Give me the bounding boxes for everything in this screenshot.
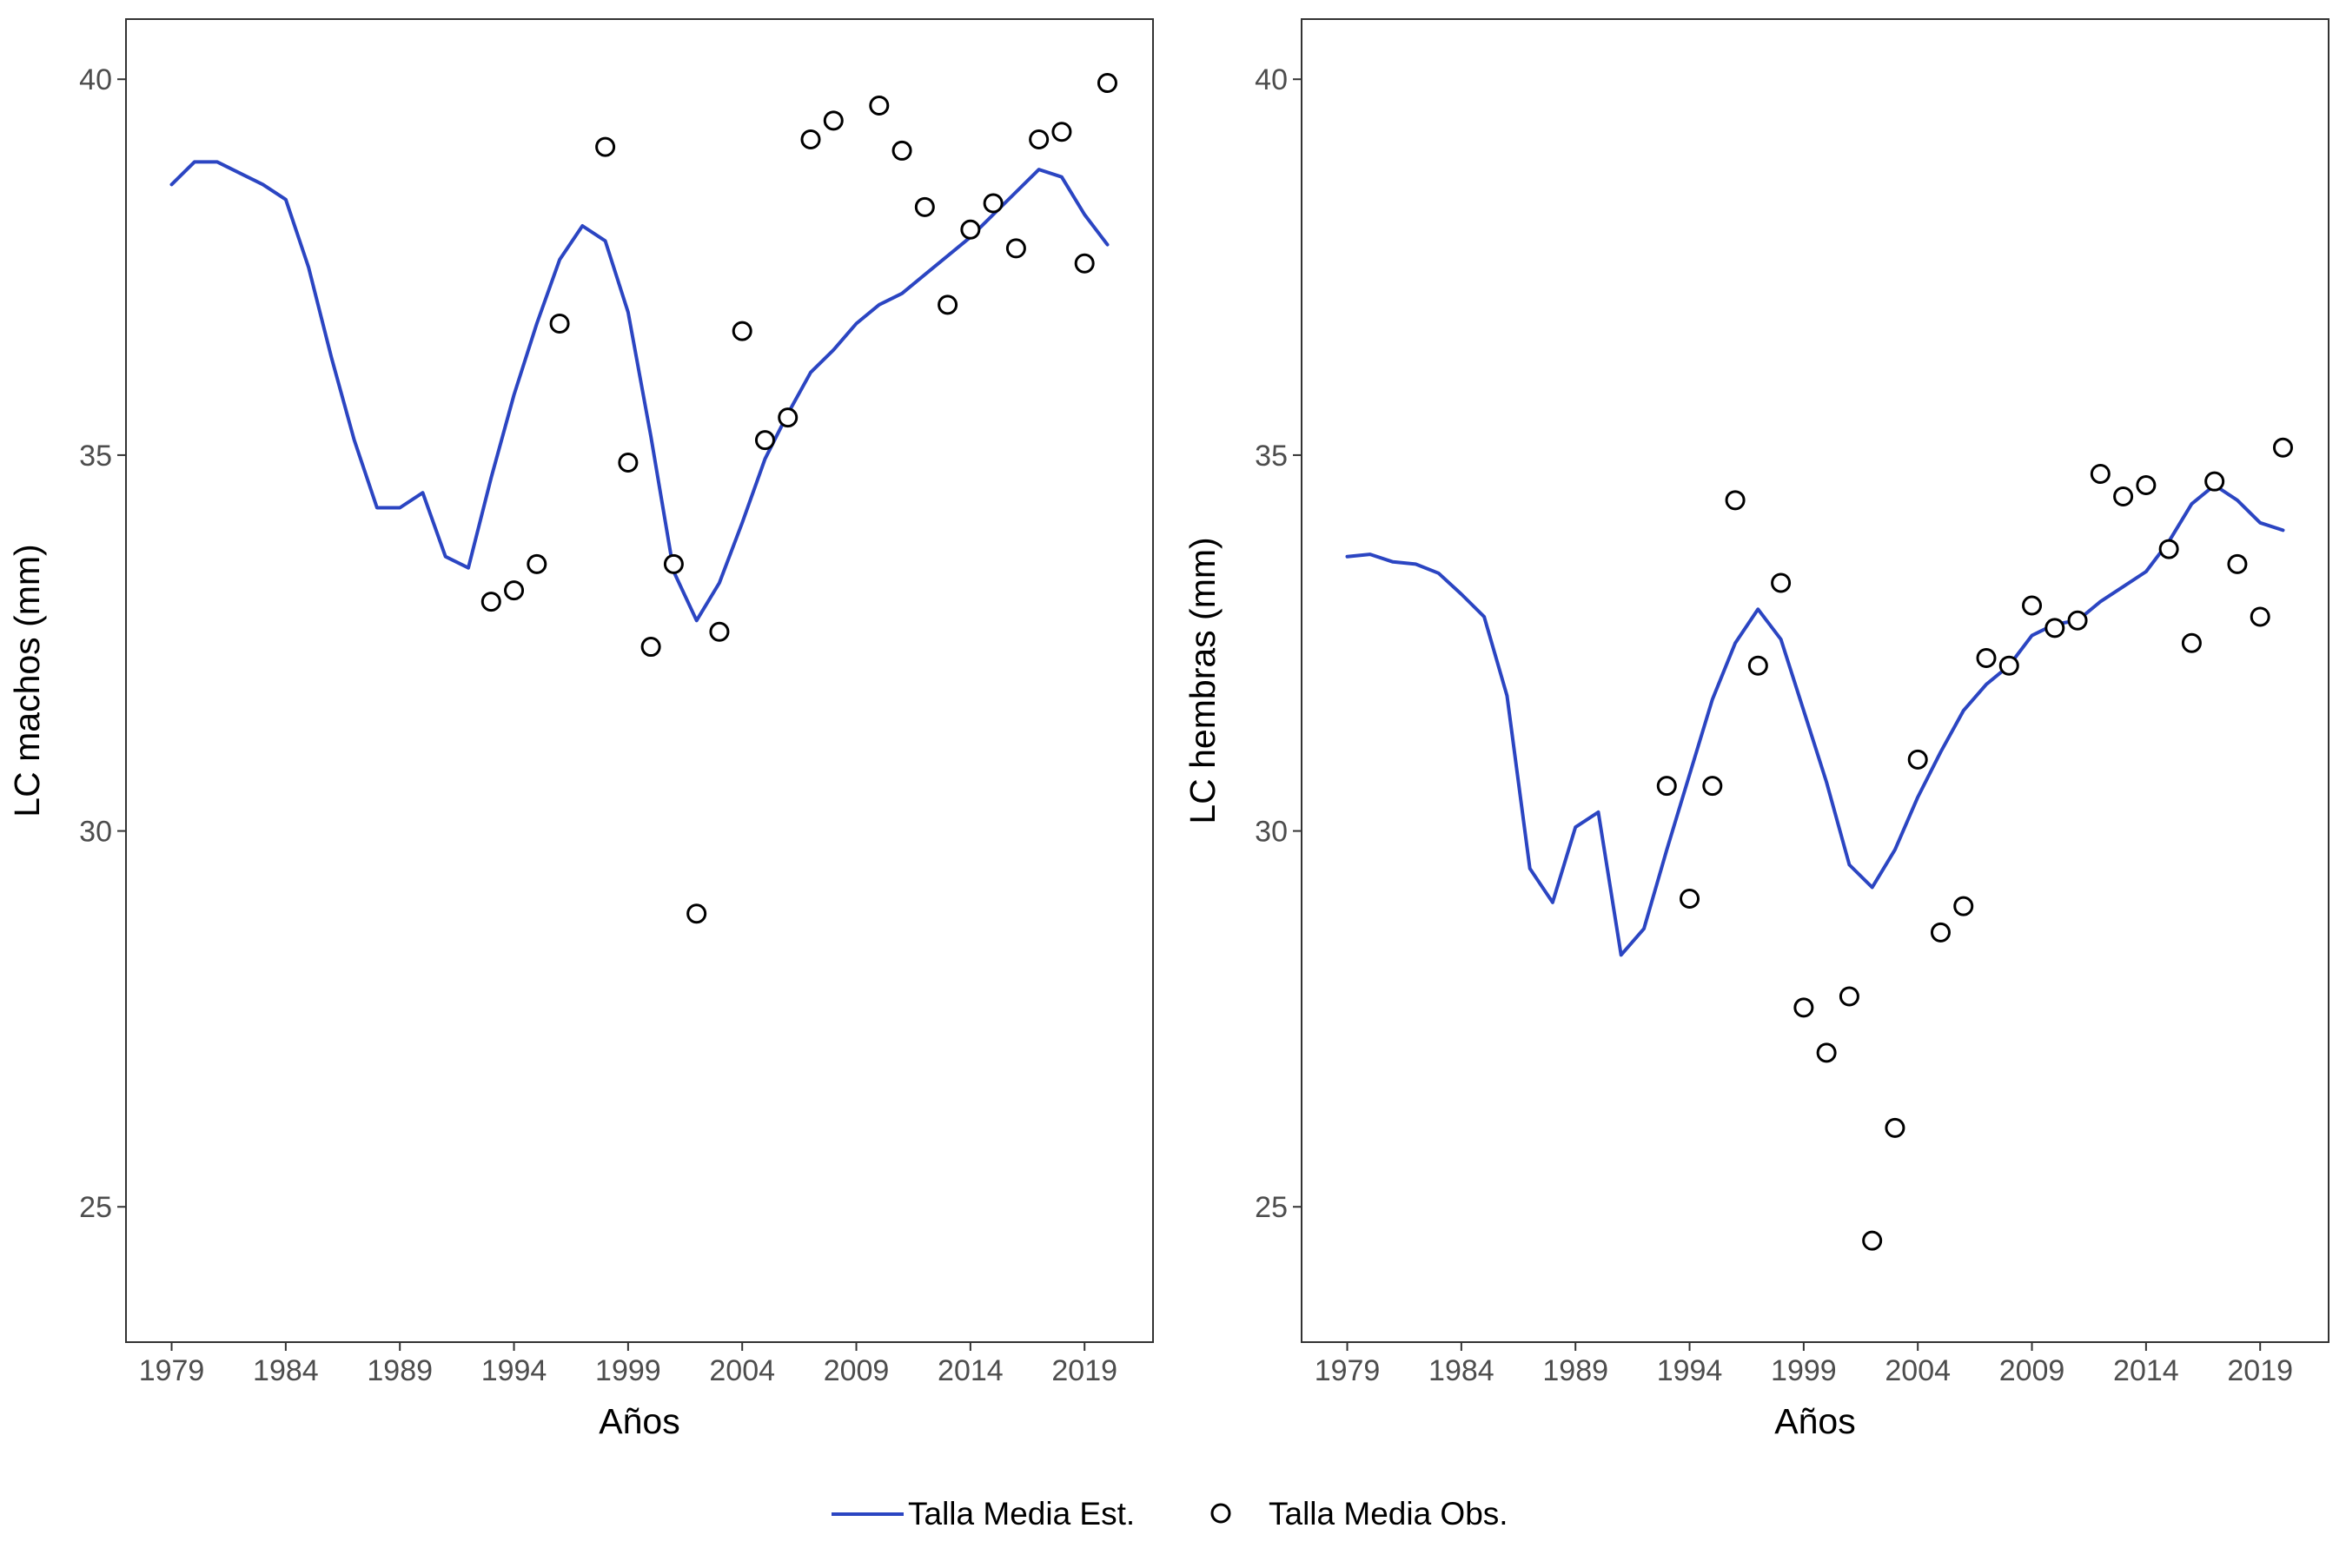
- x-tick-label: 2014: [938, 1354, 1004, 1387]
- observed-point: [960, 219, 981, 240]
- observed-point: [891, 140, 912, 161]
- x-tick-label: 2004: [1885, 1354, 1951, 1387]
- panel-frame: [1301, 18, 2329, 1343]
- x-tick-label: 1999: [595, 1354, 661, 1387]
- observed-point: [1702, 776, 1723, 797]
- observed-point: [1747, 655, 1768, 676]
- x-tick-label: 1989: [1542, 1354, 1608, 1387]
- observed-point: [549, 313, 570, 334]
- observed-point: [2227, 553, 2248, 574]
- y-tick-label: 30: [79, 816, 112, 849]
- observed-point: [504, 580, 525, 601]
- observed-point: [595, 136, 616, 157]
- observed-point: [1885, 1117, 1905, 1138]
- y-axis-title: LC machos (mm): [7, 544, 47, 817]
- y-tick-label: 35: [1255, 440, 1288, 473]
- x-tick-label: 2004: [709, 1354, 775, 1387]
- observed-point: [732, 321, 752, 341]
- observed-point: [914, 196, 935, 217]
- observed-point: [754, 430, 775, 451]
- observed-point: [2090, 464, 2111, 485]
- estimated-series-line: [169, 160, 1110, 623]
- observed-point: [938, 294, 958, 315]
- x-axis-title: Años: [1774, 1401, 1855, 1441]
- observed-point: [869, 96, 890, 116]
- observed-point: [527, 553, 547, 574]
- observed-point: [800, 129, 821, 149]
- observed-point: [983, 193, 1004, 214]
- y-axis-title: LC hembras (mm): [1183, 537, 1223, 824]
- observed-point: [1930, 922, 1951, 943]
- observed-point: [618, 453, 639, 473]
- x-tick-label: 2014: [2113, 1354, 2179, 1387]
- observed-point: [2136, 475, 2157, 496]
- observed-point: [1976, 648, 1997, 669]
- legend: Talla Media Est. Talla Media Obs.: [832, 1496, 1508, 1532]
- y-tick-label: 30: [1255, 816, 1288, 849]
- observed-point: [1074, 253, 1095, 274]
- legend-label-estimated: Talla Media Est.: [908, 1496, 1135, 1532]
- x-tick-label: 2009: [824, 1354, 890, 1387]
- x-tick-label: 2019: [1051, 1354, 1117, 1387]
- panel-frame: [125, 18, 1154, 1343]
- x-tick-label: 1979: [139, 1354, 205, 1387]
- observed-point: [778, 407, 799, 428]
- observed-point: [1029, 129, 1050, 149]
- x-tick-label: 1984: [253, 1354, 319, 1387]
- observed-point: [1656, 776, 1677, 797]
- observed-point: [2158, 539, 2179, 559]
- observed-point: [1998, 655, 2019, 676]
- observed-point: [480, 592, 501, 612]
- left-panel: 25 30 35 40 1979 1984 1989 1994 1999 2004 2009 2014…: [7, 18, 1154, 1441]
- observed-point: [686, 903, 707, 924]
- x-tick-label: 1999: [1771, 1354, 1837, 1387]
- observed-point: [1793, 997, 1814, 1018]
- x-tick-label: 1994: [481, 1354, 547, 1387]
- x-tick-label: 1979: [1315, 1354, 1381, 1387]
- observed-point: [663, 553, 684, 574]
- y-tick-label: 40: [79, 63, 112, 96]
- observed-point: [2067, 610, 2088, 631]
- observed-point: [1725, 490, 1746, 511]
- x-tick-label: 1989: [367, 1354, 433, 1387]
- estimated-series-line: [1345, 483, 2285, 957]
- x-tick-label: 1994: [1657, 1354, 1723, 1387]
- y-tick-label: 35: [79, 440, 112, 473]
- observed-point: [1907, 749, 1928, 770]
- observed-point: [1816, 1042, 1837, 1063]
- x-axis-title: Años: [599, 1401, 679, 1441]
- observed-point: [1953, 896, 1974, 916]
- observed-point: [1680, 888, 1700, 909]
- observed-point: [1839, 986, 1859, 1007]
- observed-point: [1771, 572, 1792, 593]
- observed-point: [2181, 632, 2202, 653]
- observed-point: [1051, 122, 1072, 142]
- observed-point: [1097, 73, 1117, 94]
- y-tick-label: 25: [79, 1191, 112, 1224]
- right-panel: 25 30 35 40 1979 1984 1989 1994 1999 2004 2009 2014…: [1183, 18, 2329, 1441]
- observed-point: [2113, 486, 2134, 506]
- y-tick-label: 40: [1255, 63, 1288, 96]
- observed-point: [1862, 1230, 1883, 1251]
- observed-point: [823, 110, 844, 131]
- observed-point: [2250, 606, 2270, 627]
- legend-label-observed: Talla Media Obs.: [1269, 1496, 1508, 1532]
- observed-point: [2204, 471, 2225, 492]
- observed-point: [1005, 238, 1026, 259]
- y-tick-label: 25: [1255, 1191, 1288, 1224]
- observed-point: [2272, 437, 2293, 458]
- observed-point: [2044, 618, 2065, 638]
- legend-circle-symbol: [1210, 1503, 1231, 1524]
- observed-point: [2022, 595, 2043, 616]
- observed-point: [640, 637, 661, 658]
- x-tick-label: 2019: [2227, 1354, 2293, 1387]
- x-tick-label: 1984: [1428, 1354, 1494, 1387]
- observed-point: [709, 621, 730, 642]
- x-tick-label: 2009: [1999, 1354, 2065, 1387]
